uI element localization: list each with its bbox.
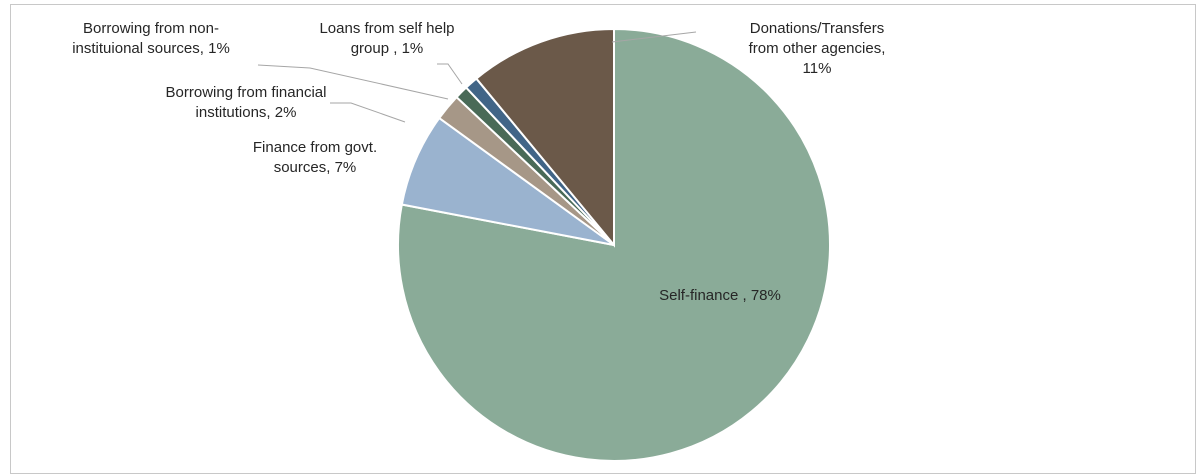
leader-line-borrowing-from-financial bbox=[330, 102, 406, 123]
leader-line-borrowing-from-non bbox=[257, 64, 449, 100]
data-label-borrowing-from-non: Borrowing from non-instituional sources,… bbox=[72, 20, 230, 57]
leader-line-loans-from-self-help bbox=[437, 63, 463, 85]
data-label-loans-from-self-help: Loans from self help group , 1% bbox=[319, 20, 454, 57]
data-label-borrowing-from-financial: Borrowing from financial institutions, 2% bbox=[166, 84, 327, 121]
data-label-donations-transfers: Donations/Transfers from other agencies, 1… bbox=[749, 20, 886, 77]
leader-line-donations-transfers bbox=[611, 31, 697, 43]
pie-slice-donations-transfers bbox=[474, 27, 615, 248]
data-label-self-finance-78: Self-finance , 78% bbox=[659, 287, 781, 304]
data-label-finance-from-govt: Finance from govt. sources, 7% bbox=[253, 139, 377, 176]
